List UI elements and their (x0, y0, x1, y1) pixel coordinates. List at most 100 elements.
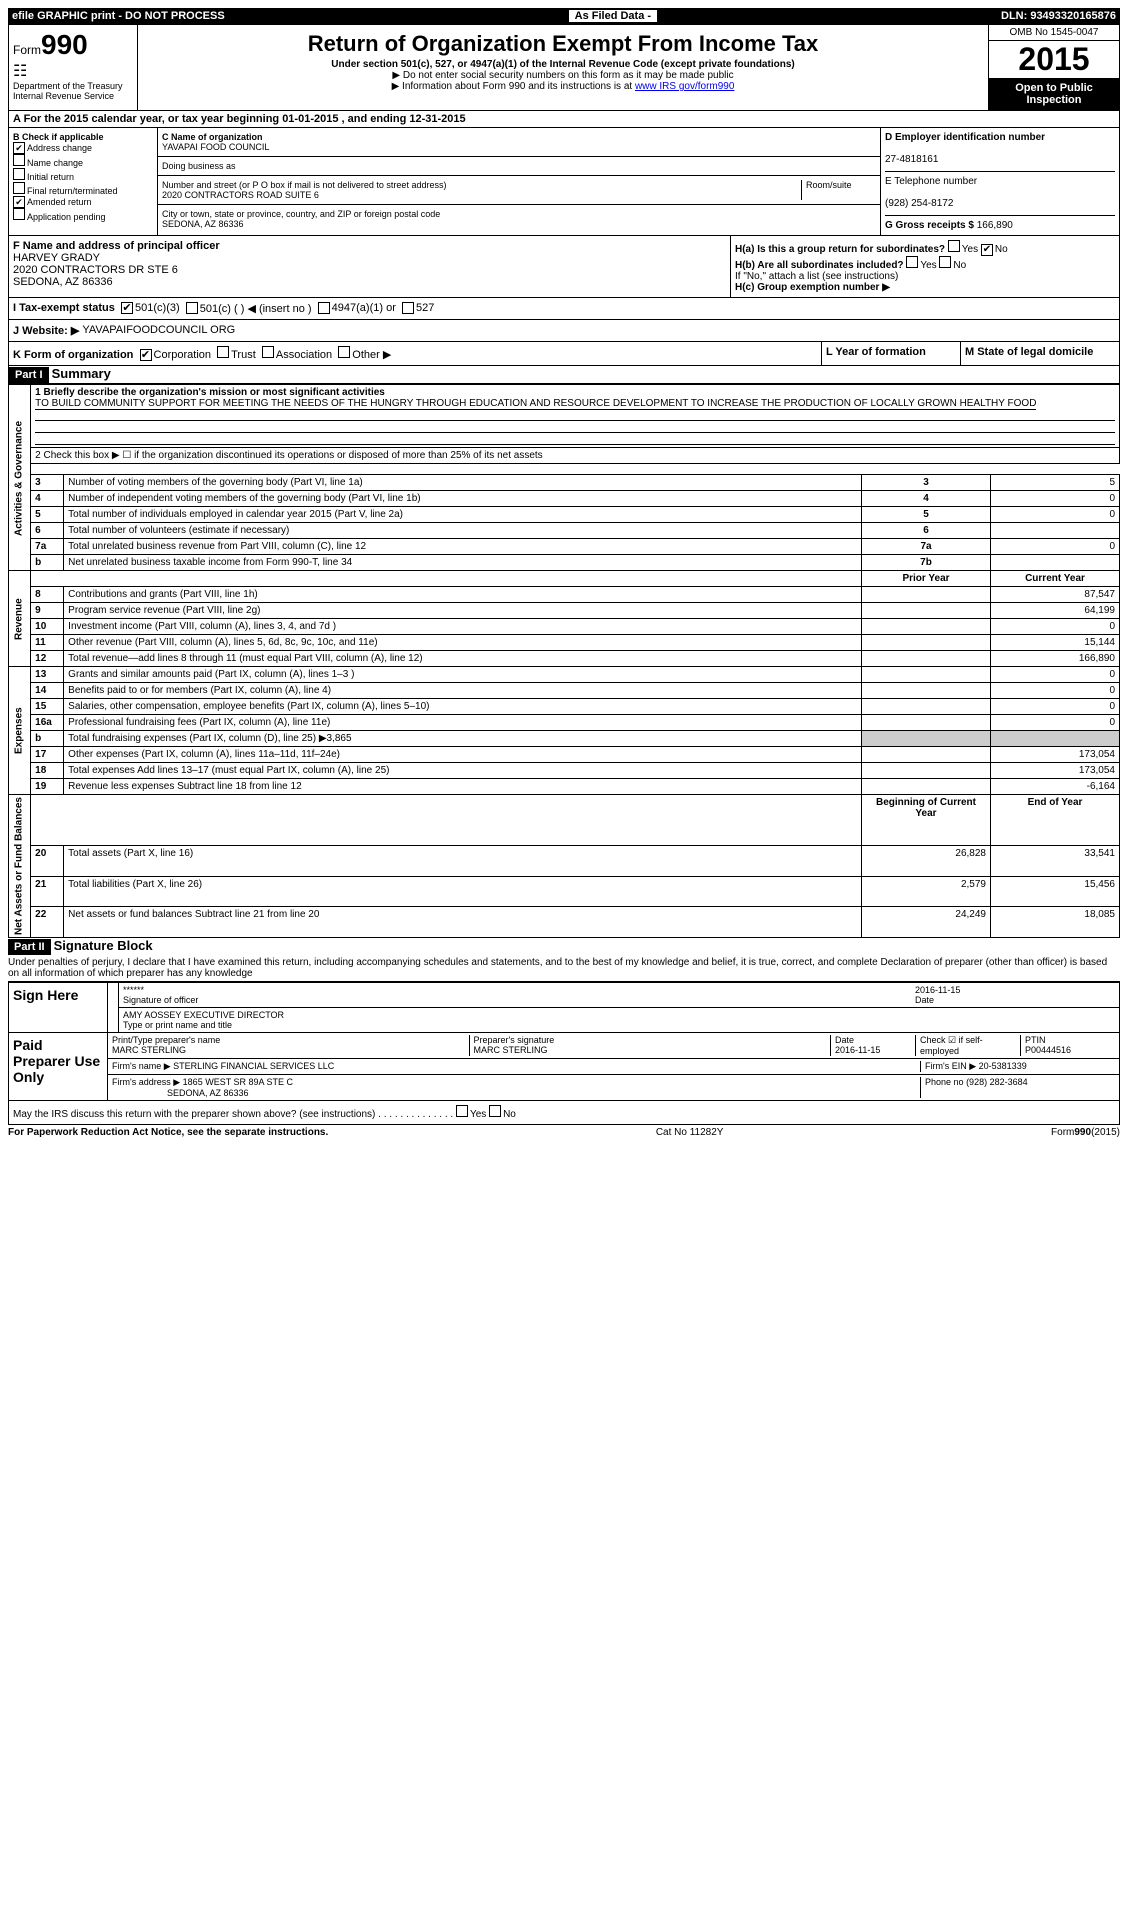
cb-501c[interactable] (186, 302, 198, 314)
ln16b-label: Total fundraising expenses (Part IX, col… (64, 731, 862, 747)
cb-address-change[interactable]: ✔ (13, 142, 25, 154)
ln20-end: 33,541 (991, 846, 1120, 877)
ln3-box: 3 (862, 475, 991, 491)
open-inspection: Open to Public Inspection (989, 78, 1119, 110)
signature-block: Sign Here ******Signature of officer 201… (8, 981, 1120, 1125)
cb-hb-no[interactable] (939, 256, 951, 268)
section-bcd: B Check if applicable ✔Address change Na… (8, 128, 1120, 236)
summary-table: Activities & Governance 1 Briefly descri… (8, 384, 1120, 938)
cb-other[interactable] (338, 346, 350, 358)
name-title-label: Type or print name and title (123, 1020, 232, 1030)
hc-label: H(c) Group exemption number ▶ (735, 282, 890, 293)
cb-discuss-yes[interactable] (456, 1105, 468, 1117)
cb-527[interactable] (402, 302, 414, 314)
cb-pending[interactable] (13, 208, 25, 220)
cb-assoc[interactable] (262, 346, 274, 358)
firm-name: STERLING FINANCIAL SERVICES LLC (173, 1061, 334, 1071)
prep-phone: (928) 282-3684 (966, 1077, 1028, 1087)
yes: Yes (962, 244, 978, 255)
ln12-cur: 166,890 (991, 651, 1120, 667)
ln11-cur: 15,144 (991, 635, 1120, 651)
ln13: 13 (31, 667, 64, 683)
form-subtitle: Under section 501(c), 527, or 4947(a)(1)… (146, 59, 980, 70)
ln8-label: Contributions and grants (Part VIII, lin… (64, 587, 862, 603)
ln22-label: Net assets or fund balances Subtract lin… (64, 907, 862, 938)
ln14-prior (862, 683, 991, 699)
declaration: Under penalties of perjury, I declare th… (8, 955, 1120, 981)
name-title: AMY AOSSEY EXECUTIVE DIRECTOR (123, 1010, 284, 1020)
cb-ha-yes[interactable] (948, 240, 960, 252)
opt-4947: 4947(a)(1) or (332, 302, 396, 315)
irs-link[interactable]: www IRS gov/form990 (635, 81, 734, 92)
firm-city: SEDONA, AZ 86336 (167, 1088, 249, 1098)
ln17: 17 (31, 747, 64, 763)
section-klm: K Form of organization ✔Corporation Trus… (8, 342, 1120, 366)
cb-4947[interactable] (318, 302, 330, 314)
g-label: G Gross receipts $ (885, 220, 974, 231)
ptin-label: PTIN (1025, 1035, 1046, 1045)
ln18-cur: 173,054 (991, 763, 1120, 779)
ln14: 14 (31, 683, 64, 699)
ln6: 6 (31, 523, 64, 539)
ln4-label: Number of independent voting members of … (64, 491, 862, 507)
line2: 2 Check this box ▶ ☐ if the organization… (31, 448, 1120, 464)
ln7b-box: 7b (862, 555, 991, 571)
cb-trust[interactable] (217, 346, 229, 358)
ln16a-label: Professional fundraising fees (Part IX, … (64, 715, 862, 731)
cb-initial[interactable] (13, 168, 25, 180)
j-label: J Website: ▶ (13, 324, 79, 337)
current-header: Current Year (991, 571, 1120, 587)
cb-final[interactable] (13, 182, 25, 194)
ln19: 19 (31, 779, 64, 795)
discuss-yes: Yes (470, 1109, 486, 1120)
ln12-prior (862, 651, 991, 667)
section-i: I Tax-exempt status ✔501(c)(3) 501(c) ( … (8, 298, 1120, 320)
footer-year: 2015 (1094, 1127, 1116, 1138)
ln7a-box: 7a (862, 539, 991, 555)
column-b: B Check if applicable ✔Address change Na… (9, 128, 158, 235)
i-label: I Tax-exempt status (13, 302, 115, 315)
form-number: 990 (41, 29, 88, 60)
ln12: 12 (31, 651, 64, 667)
cb-hb-yes[interactable] (906, 256, 918, 268)
ln16b: b (31, 731, 64, 747)
ln18-label: Total expenses Add lines 13–17 (must equ… (64, 763, 862, 779)
ln6-label: Total number of volunteers (estimate if … (64, 523, 862, 539)
expenses-label: Expenses (9, 667, 31, 795)
l-label: L Year of formation (826, 346, 926, 358)
ln9: 9 (31, 603, 64, 619)
ln5-label: Total number of individuals employed in … (64, 507, 862, 523)
opt-assoc: Association (276, 349, 332, 361)
ln11-prior (862, 635, 991, 651)
prep-phone-label: Phone no (925, 1077, 964, 1087)
e-label: E Telephone number (885, 176, 977, 187)
ln21-begin: 2,579 (862, 876, 991, 907)
ln9-cur: 64,199 (991, 603, 1120, 619)
cb-amended[interactable]: ✔ (13, 196, 25, 208)
prep-sig-label: Preparer's signature (474, 1035, 555, 1045)
firm-addr-label: Firm's address ▶ (112, 1077, 180, 1087)
cb-discuss-no[interactable] (489, 1105, 501, 1117)
gross-receipts: 166,890 (977, 220, 1013, 231)
part2-header: Part II Signature Block (8, 938, 1120, 955)
hb-label: H(b) Are all subordinates included? (735, 260, 904, 271)
firm-ein-label: Firm's EIN ▶ (925, 1061, 976, 1071)
opt-trust: Trust (231, 349, 256, 361)
ln4-box: 4 (862, 491, 991, 507)
ln16b-prior (862, 731, 991, 747)
check-label: Check ☑ if self-employed (915, 1035, 1020, 1056)
part2-badge: Part II (8, 939, 51, 955)
cb-501c3[interactable]: ✔ (121, 302, 133, 314)
paid-preparer: Paid Preparer Use Only (9, 1033, 107, 1100)
ln10-prior (862, 619, 991, 635)
cb-name-change[interactable] (13, 154, 25, 166)
ln12-label: Total revenue—add lines 8 through 11 (mu… (64, 651, 862, 667)
cb-ha-no[interactable]: ✔ (981, 244, 993, 256)
opt-name: Name change (27, 158, 83, 168)
prep-name-label: Print/Type preparer's name (112, 1035, 220, 1045)
ln20-label: Total assets (Part X, line 16) (64, 846, 862, 877)
note1: ▶ Do not enter social security numbers o… (146, 70, 980, 81)
cb-corp[interactable]: ✔ (140, 349, 152, 361)
end-header: End of Year (991, 795, 1120, 846)
ln3: 3 (31, 475, 64, 491)
